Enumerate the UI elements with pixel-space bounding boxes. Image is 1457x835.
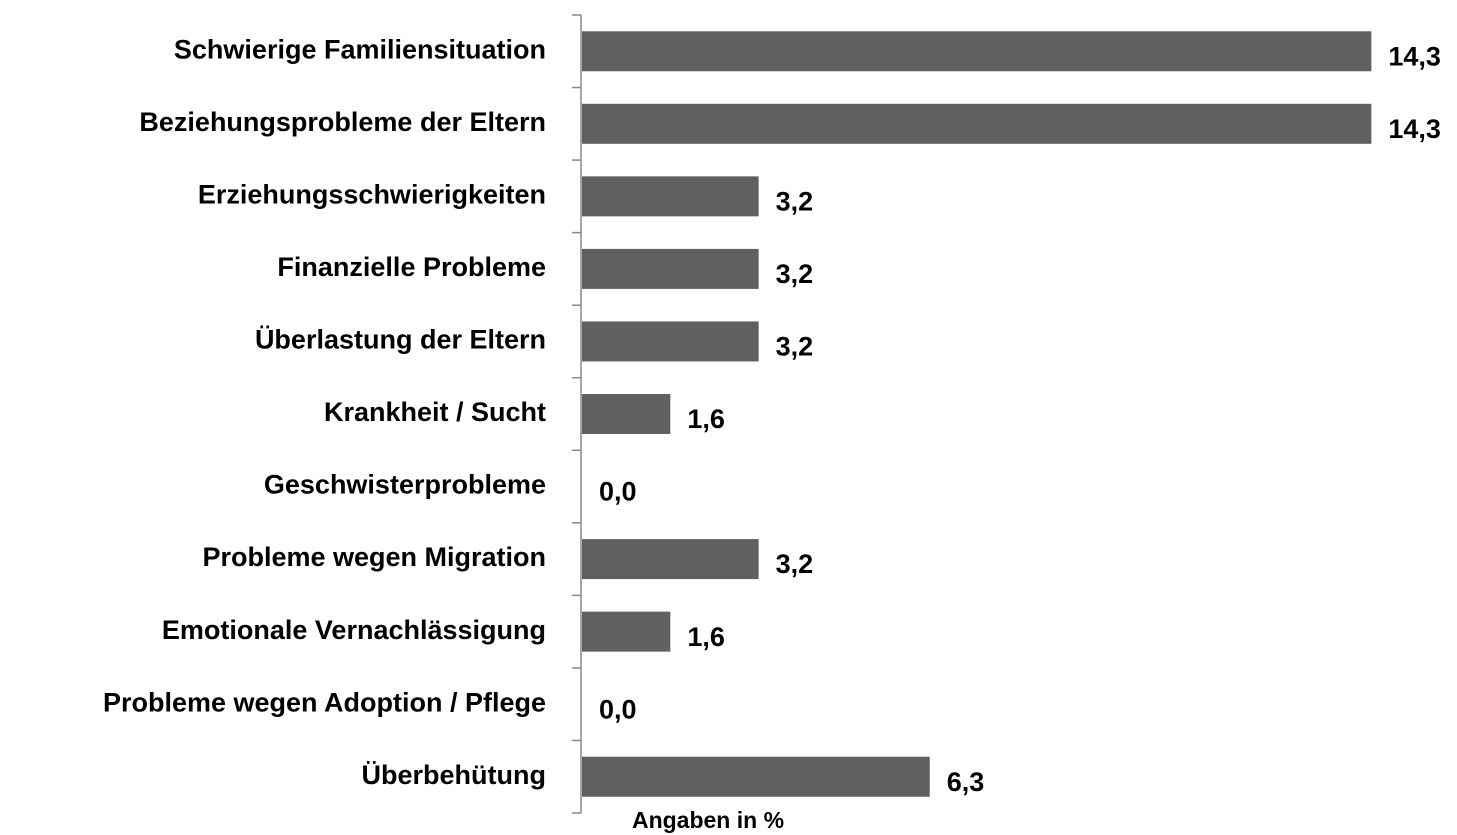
bar bbox=[582, 176, 759, 217]
value-label: 3,2 bbox=[776, 186, 814, 216]
axis-label: Angaben in % bbox=[632, 807, 784, 833]
bar bbox=[582, 31, 1372, 72]
bar bbox=[582, 539, 759, 580]
category-label: Überlastung der Eltern bbox=[255, 325, 546, 355]
bar bbox=[582, 103, 1372, 144]
bar bbox=[582, 321, 759, 362]
category-label: Finanzielle Probleme bbox=[277, 252, 546, 282]
value-label: 3,2 bbox=[776, 259, 814, 289]
category-label: Probleme wegen Migration bbox=[202, 542, 546, 572]
value-label: 0,0 bbox=[599, 694, 637, 724]
category-label: Schwierige Familiensituation bbox=[174, 34, 546, 64]
category-label: Probleme wegen Adoption / Pflege bbox=[103, 687, 546, 717]
bar bbox=[582, 394, 671, 434]
value-label: 0,0 bbox=[599, 477, 637, 507]
bar bbox=[582, 611, 671, 652]
category-label: Überbehütung bbox=[362, 760, 546, 790]
category-label: Krankheit / Sucht bbox=[324, 397, 546, 427]
category-label: Geschwisterprobleme bbox=[264, 470, 546, 500]
value-label: 1,6 bbox=[687, 622, 725, 652]
value-label: 14,3 bbox=[1388, 114, 1441, 144]
category-label: Beziehungsprobleme der Eltern bbox=[139, 107, 546, 137]
category-label: Emotionale Vernachlässigung bbox=[162, 615, 546, 645]
value-label: 6,3 bbox=[947, 767, 985, 797]
bar bbox=[582, 756, 930, 797]
value-label: 3,2 bbox=[776, 332, 814, 362]
value-label: 14,3 bbox=[1388, 41, 1441, 71]
bar bbox=[582, 248, 759, 289]
value-label: 1,6 bbox=[687, 404, 725, 434]
category-label: Erziehungsschwierigkeiten bbox=[198, 179, 546, 209]
value-label: 3,2 bbox=[776, 549, 814, 579]
